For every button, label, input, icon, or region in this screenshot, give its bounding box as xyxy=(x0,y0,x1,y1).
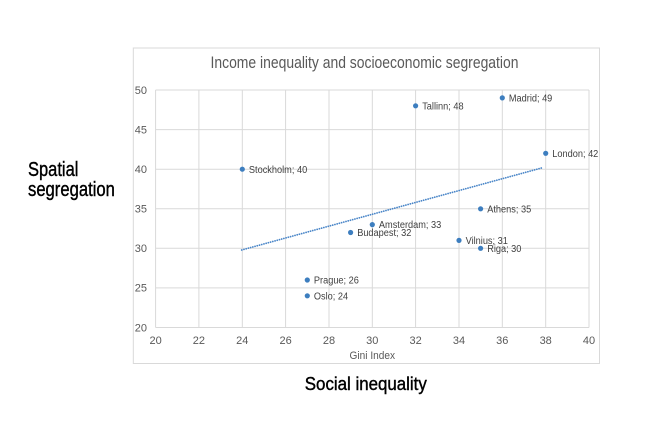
svg-text:Spatial: Spatial xyxy=(28,159,78,181)
svg-text:34: 34 xyxy=(453,335,465,347)
svg-text:30: 30 xyxy=(366,335,378,347)
svg-text:40: 40 xyxy=(135,164,147,176)
svg-text:20: 20 xyxy=(135,322,147,334)
svg-text:Social inequality: Social inequality xyxy=(305,374,427,394)
svg-text:26: 26 xyxy=(279,335,291,347)
svg-text:45: 45 xyxy=(135,124,147,136)
svg-text:36: 36 xyxy=(496,335,508,347)
svg-text:Gini Index: Gini Index xyxy=(350,350,396,362)
svg-text:20: 20 xyxy=(149,335,161,347)
svg-text:35: 35 xyxy=(135,204,147,216)
svg-text:Amsterdam; 33: Amsterdam; 33 xyxy=(379,220,442,231)
svg-text:28: 28 xyxy=(323,335,335,347)
svg-text:24: 24 xyxy=(236,335,248,347)
svg-text:Income inequality and socioeco: Income inequality and socioeconomic segr… xyxy=(211,54,519,72)
svg-text:25: 25 xyxy=(135,283,147,295)
svg-text:30: 30 xyxy=(135,243,147,255)
svg-text:Oslo; 24: Oslo; 24 xyxy=(314,291,349,302)
svg-text:segregation: segregation xyxy=(28,179,115,201)
svg-text:Budapest; 32: Budapest; 32 xyxy=(357,228,412,239)
svg-text:40: 40 xyxy=(583,335,595,347)
svg-text:Vilnius; 31: Vilnius; 31 xyxy=(466,236,509,247)
svg-text:Riga; 30: Riga; 30 xyxy=(487,244,522,255)
svg-text:Stockholm; 40: Stockholm; 40 xyxy=(249,165,308,176)
svg-text:22: 22 xyxy=(193,335,205,347)
svg-text:50: 50 xyxy=(135,85,147,97)
svg-text:Tallinn; 48: Tallinn; 48 xyxy=(422,101,464,112)
svg-text:Prague; 26: Prague; 26 xyxy=(314,276,359,287)
svg-text:32: 32 xyxy=(409,335,421,347)
svg-text:Athens; 35: Athens; 35 xyxy=(487,204,531,215)
svg-text:Madrid; 49: Madrid; 49 xyxy=(509,94,553,105)
svg-text:38: 38 xyxy=(540,335,552,347)
svg-text:London; 42: London; 42 xyxy=(552,149,598,160)
